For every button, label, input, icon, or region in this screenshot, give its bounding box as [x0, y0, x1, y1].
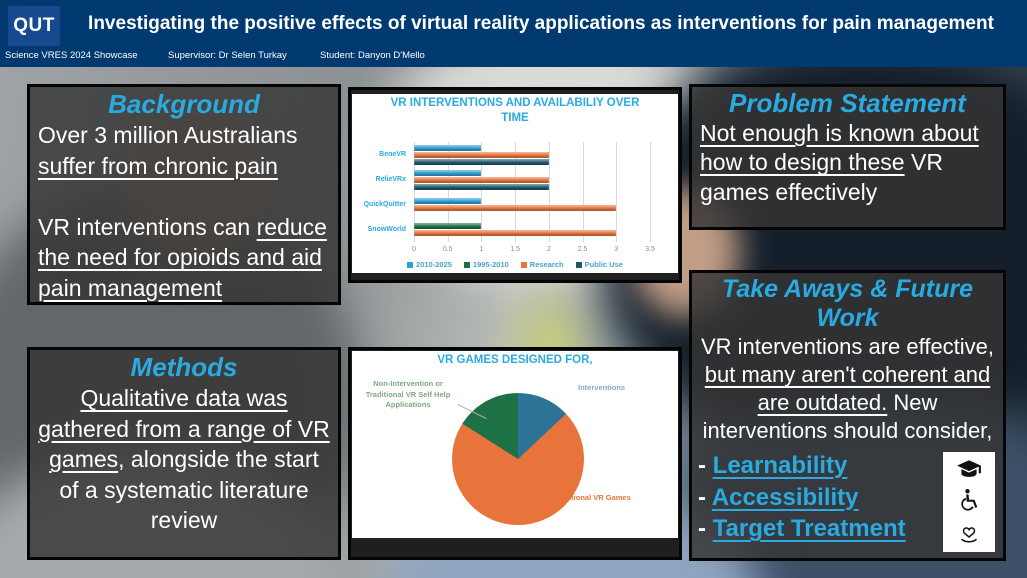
background-panel: Background Over 3 million Australians su… [27, 84, 341, 305]
bar-2010-2025 [414, 198, 482, 204]
background-body: Over 3 million Australians suffer from c… [38, 122, 327, 301]
bullet-dash: - [698, 515, 713, 543]
takeaways-panel: Take Aways & Future Work VR intervention… [689, 270, 1006, 561]
heart-care-icon [957, 521, 981, 545]
student-label: Student: Danyon D'Mello [320, 50, 425, 61]
legend-swatch [575, 261, 582, 268]
legend-swatch [520, 261, 527, 268]
methods-body: Qualitative data was gathered from a ran… [38, 385, 330, 534]
legend-swatch [407, 261, 414, 268]
takeaways-title: Take Aways & Future Work [721, 275, 973, 332]
legend-label: 1995-2010 [472, 260, 509, 269]
pie-label-non-intervention: Non-Intervention or Traditional VR Self … [365, 379, 451, 409]
event-label: Science VRES 2024 Showcase [5, 50, 138, 61]
gridline [414, 142, 415, 242]
gridline [447, 142, 449, 242]
bar-2010-2025 [414, 144, 482, 151]
bullet-dash: - [698, 483, 712, 511]
legend-item: 1995-2010 [463, 260, 509, 269]
bar-public-use [414, 158, 549, 165]
pie-chart-title: VR GAMES DESIGNED FOR, [437, 354, 593, 366]
gridline [616, 142, 618, 242]
legend-label: Public Use [584, 260, 623, 269]
legend-label: 2010-2025 [416, 260, 452, 269]
bar-research [414, 176, 549, 183]
x-tick-label: 1 [479, 246, 484, 253]
bar-category-label: SnowWorld [367, 226, 406, 233]
bullet-text-accessibility: Accessibility [711, 483, 859, 511]
gridline [582, 142, 584, 242]
bullet-text-target-treatment: Target Treatment [712, 515, 906, 543]
bullet-item: - Learnability [698, 450, 997, 482]
x-tick-label: 0.5 [442, 246, 453, 253]
bar-2010-2025 [414, 169, 482, 176]
legend-item: Public Use [575, 260, 623, 269]
takeaways-body: VR interventions are effective, but many… [700, 334, 995, 444]
legend-item: 2010-2025 [407, 260, 452, 269]
legend-swatch [463, 261, 470, 268]
bar-research [414, 205, 617, 211]
x-tick-label: 0 [412, 246, 416, 253]
gridline [515, 142, 517, 242]
bar-plot-area [414, 142, 651, 242]
bullet-item: - Accessibility [698, 482, 997, 514]
bullet-text-learnability: Learnability [712, 451, 848, 479]
pie-chart-frame: VR GAMES DESIGNED FOR, Interventions Tra… [348, 347, 682, 560]
supervisor-label: Supervisor: Dr Selen Turkay [168, 50, 287, 61]
x-tick-label: 1.5 [510, 246, 521, 253]
pie-chart: VR GAMES DESIGNED FOR, Interventions Tra… [352, 351, 678, 538]
problem-title: Problem Statement [729, 88, 966, 118]
bar-1995-2010 [414, 223, 482, 229]
bar-chart-title: VR INTERVENTIONS AND AVAILABILIY OVER TI… [390, 97, 640, 124]
pie [452, 393, 584, 525]
bar-research [414, 151, 549, 158]
x-tick-label: 2 [546, 246, 551, 253]
bar-research [414, 230, 617, 236]
bullet-item: - Target Treatment [698, 513, 997, 545]
bar-legend: 2010-2025 1995-2010 Research Public Use [352, 260, 678, 269]
x-tick-label: 2.5 [577, 246, 588, 253]
icon-strip [943, 452, 995, 552]
methods-panel: Methods Qualitative data was gathered fr… [27, 347, 341, 560]
legend-item: Research [520, 260, 564, 269]
wheelchair-icon [957, 488, 981, 514]
header-bar: QUT Investigating the positive effects o… [0, 0, 1027, 67]
graduation-cap-icon [956, 459, 982, 481]
bar-public-use [414, 183, 549, 190]
methods-title: Methods [130, 352, 238, 382]
legend-label: Research [529, 260, 564, 269]
x-tick-label: 3.5 [645, 246, 655, 253]
bar-category-label: BeneVR [379, 151, 406, 158]
bar-category-label: QuickQuitter [363, 201, 406, 208]
bullet-dash: - [698, 451, 713, 479]
gridline [650, 142, 651, 242]
problem-statement-panel: Problem Statement Not enough is known ab… [689, 84, 1006, 230]
gridline [481, 142, 483, 242]
bar-chart: VR INTERVENTIONS AND AVAILABILIY OVER TI… [352, 94, 678, 273]
bar-category-label: RelieVRx [375, 176, 406, 183]
bar-chart-frame: VR INTERVENTIONS AND AVAILABILIY OVER TI… [348, 87, 682, 283]
x-tick-label: 3 [614, 246, 619, 253]
pie-label-interventions: Interventions [578, 383, 626, 392]
gridline [548, 142, 550, 242]
pie-label-traditional-vr-games: Traditional VR Games [553, 493, 631, 502]
takeaways-bullet-list: - Learnability - Accessibility - Target … [698, 450, 997, 546]
background-title: Background [108, 89, 260, 119]
qut-logo: QUT [8, 6, 60, 46]
problem-body: Not enough is known about how to design … [700, 120, 979, 205]
poster-title: Investigating the positive effects of vi… [88, 13, 994, 34]
